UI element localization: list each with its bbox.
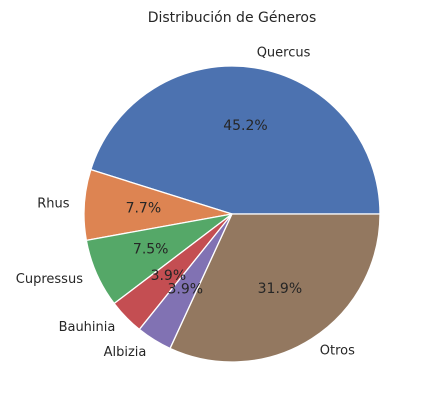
- pct-label-quercus: 45.2%: [223, 118, 267, 134]
- category-label-bauhinia: Bauhinia: [59, 320, 116, 335]
- category-label-albizia: Albizia: [104, 345, 147, 360]
- chart-title: Distribución de Géneros: [148, 10, 317, 26]
- pie-slices: [83, 65, 381, 363]
- pct-label-cupressus: 7.5%: [133, 242, 169, 258]
- category-label-quercus: Quercus: [257, 46, 311, 61]
- pie-slice-otros: [169, 213, 381, 363]
- pct-label-otros: 31.9%: [258, 281, 302, 297]
- pct-label-bauhinia: 3.9%: [151, 268, 187, 284]
- category-label-rhus: Rhus: [37, 196, 70, 211]
- pct-label-rhus: 7.7%: [126, 200, 162, 216]
- category-label-otros: Otros: [320, 344, 355, 359]
- category-labels: Quercus Rhus Cupressus Bauhinia Albizia Otros: [16, 46, 355, 360]
- pct-label-albizia: 3.9%: [168, 282, 204, 298]
- pie-slice-quercus: [90, 65, 381, 215]
- percentage-labels: 45.2% 7.7% 7.5% 3.9%3.9% 31.9%: [126, 118, 303, 297]
- category-label-cupressus: Cupressus: [16, 272, 83, 287]
